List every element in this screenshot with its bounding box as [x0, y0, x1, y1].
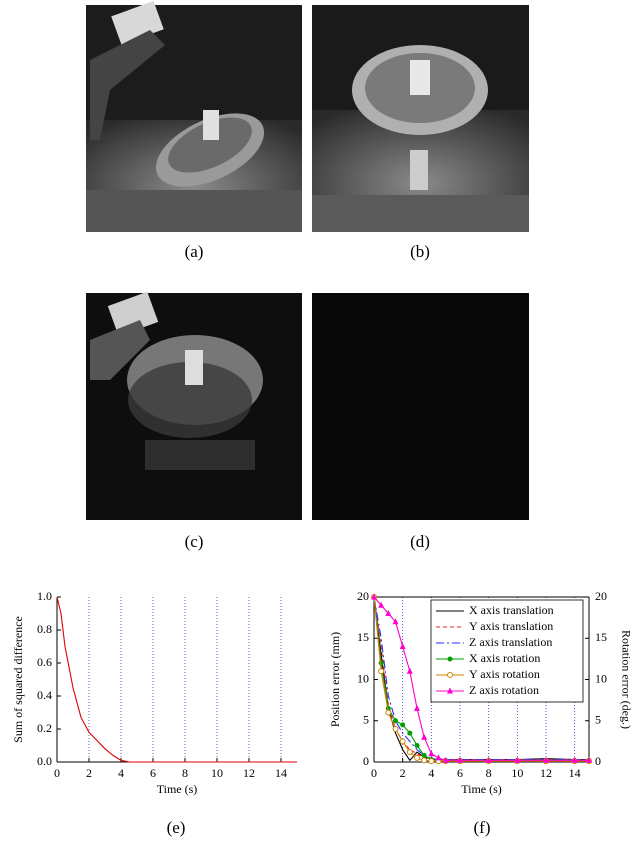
- marker: [414, 754, 420, 761]
- marker: [421, 752, 427, 758]
- marker: [393, 718, 398, 724]
- marker: [378, 660, 384, 666]
- y-tick-label: 1.0: [37, 589, 52, 603]
- caption: (e): [167, 818, 186, 837]
- y-tick-label: 10: [595, 671, 607, 685]
- x-tick-label: 8: [182, 766, 188, 780]
- photo-c: [86, 291, 302, 520]
- marker: [406, 667, 413, 674]
- marker: [421, 733, 428, 740]
- x-tick-label: 4: [118, 766, 124, 780]
- marker: [421, 757, 428, 764]
- photo-a: [86, 1, 302, 232]
- x-tick-label: 12: [540, 766, 552, 780]
- x-tick-label: 6: [457, 766, 463, 780]
- legend-label: Y axis rotation: [469, 667, 540, 681]
- legend-label: Y axis translation: [469, 619, 553, 633]
- marker: [457, 756, 463, 763]
- x-tick-label: 4: [428, 766, 434, 780]
- y-axis-label: Position error (mm): [328, 632, 342, 727]
- x-tick-label: 10: [511, 766, 523, 780]
- x-axis-label: Time (s): [461, 782, 502, 796]
- marker: [435, 754, 442, 761]
- marker: [392, 618, 399, 625]
- x-tick-label: 0: [54, 766, 60, 780]
- marker: [414, 704, 420, 711]
- y-tick-label: 20: [357, 589, 369, 603]
- x-tick-label: 0: [371, 766, 377, 780]
- marker: [385, 709, 392, 716]
- x-tick-label: 10: [211, 766, 223, 780]
- marker: [543, 756, 549, 763]
- marker: [414, 743, 420, 748]
- legend-marker: [447, 656, 453, 662]
- marker: [586, 756, 592, 763]
- y-tick-label: 20: [595, 589, 607, 603]
- marker: [428, 750, 435, 757]
- caption: (d): [410, 532, 430, 551]
- legend-label: X axis rotation: [469, 651, 540, 665]
- marker: [378, 601, 385, 608]
- photo-b: [312, 5, 529, 232]
- y-tick-label: 0.8: [37, 622, 52, 636]
- marker: [399, 738, 406, 745]
- legend-label: Z axis rotation: [469, 683, 539, 697]
- y-tick-label: 0.6: [37, 655, 52, 669]
- caption: (b): [410, 242, 430, 261]
- x-tick-label: 2: [400, 766, 406, 780]
- y-tick-label: 0: [363, 754, 369, 768]
- y-tick-label: 0: [595, 754, 601, 768]
- marker: [406, 749, 413, 756]
- x-tick-label: 2: [86, 766, 92, 780]
- marker: [392, 726, 399, 732]
- y-tick-label: 15: [357, 630, 369, 644]
- marker: [378, 668, 385, 675]
- photo-d: [312, 293, 529, 520]
- caption: (a): [185, 242, 204, 261]
- x-axis-label: Time (s): [157, 782, 198, 796]
- marker: [428, 758, 435, 765]
- y-tick-label: 0.4: [37, 688, 52, 702]
- legend-label: Z axis translation: [469, 635, 552, 649]
- legend-box: [430, 599, 584, 703]
- y-tick-label: 10: [357, 671, 369, 685]
- y-tick-label: 15: [595, 630, 607, 644]
- marker: [571, 756, 578, 763]
- marker: [371, 593, 377, 600]
- y-tick-label: 0.0: [37, 754, 52, 768]
- series-line: [56, 596, 297, 763]
- caption: (c): [185, 532, 204, 551]
- marker: [385, 610, 392, 616]
- legend-marker: [447, 672, 453, 678]
- x-tick-label: 14: [275, 766, 287, 780]
- y-tick-label: 5: [595, 713, 601, 727]
- marker: [485, 756, 492, 763]
- x-tick-label: 8: [486, 766, 492, 780]
- legend-marker: [447, 687, 453, 694]
- y-tick-label: 0.2: [37, 721, 52, 735]
- marker: [407, 730, 413, 736]
- y-tick-label: 5: [363, 713, 369, 727]
- x-tick-label: 12: [243, 766, 255, 780]
- marker: [399, 643, 406, 649]
- y-axis-label: Sum of squared difference: [11, 616, 25, 743]
- marker: [514, 756, 521, 763]
- caption: (f): [474, 818, 491, 837]
- marker: [400, 722, 406, 728]
- marker: [442, 756, 449, 763]
- x-tick-label: 14: [569, 766, 581, 780]
- y2-axis-label: Rotation error (deg.): [619, 630, 633, 729]
- x-tick-label: 6: [150, 766, 156, 780]
- legend-label: X axis translation: [469, 603, 554, 617]
